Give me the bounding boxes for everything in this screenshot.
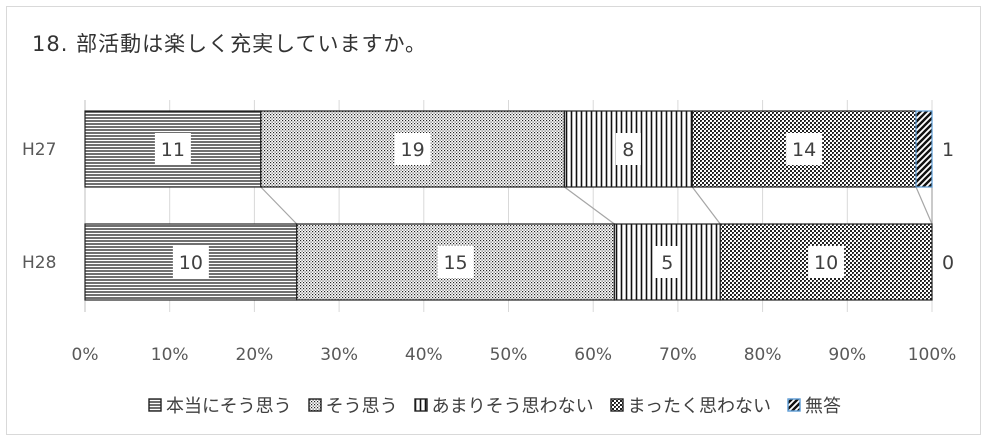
x-tick-label: 100%	[908, 345, 957, 365]
x-tick-label: 10%	[151, 345, 189, 365]
x-tick-label: 0%	[72, 345, 99, 365]
category-label: H28	[22, 253, 56, 273]
series-line	[564, 186, 615, 225]
category-label: H27	[22, 140, 56, 160]
data-label: 15	[443, 252, 467, 274]
data-label: 14	[792, 139, 816, 161]
series-line	[691, 186, 721, 225]
data-label-bg	[654, 246, 680, 278]
chart-legend: 本当にそう思う そう思う あまりそう思わない まったく思わない 無答	[0, 392, 989, 418]
data-label: 8	[622, 139, 634, 161]
legend-item: あまりそう思わない	[413, 392, 594, 418]
data-label-bg	[437, 246, 474, 278]
legend-label: まったく思わない	[627, 396, 771, 417]
x-tick-label: 90%	[828, 345, 866, 365]
legend-swatch	[787, 398, 801, 412]
data-label-bg	[172, 246, 209, 278]
data-label: 11	[161, 139, 185, 161]
legend-label: あまりそう思わない	[431, 396, 594, 417]
legend-item: そう思う	[307, 392, 398, 418]
data-label-bg	[154, 133, 191, 165]
data-label: 19	[401, 139, 425, 161]
legend-swatch	[609, 398, 624, 412]
series-line	[915, 186, 933, 225]
data-label: 10	[814, 252, 838, 274]
x-tick-label: 40%	[405, 345, 443, 365]
x-tick-label: 70%	[659, 345, 697, 365]
x-tick-label: 20%	[236, 345, 274, 365]
legend-item: 無答	[787, 392, 841, 418]
legend-item: まったく思わない	[609, 392, 771, 418]
legend-item: 本当にそう思う	[148, 392, 292, 418]
legend-label: 本当にそう思う	[166, 396, 292, 417]
legend-label: 無答	[804, 396, 841, 417]
chart-frame	[6, 6, 981, 435]
legend-swatch	[307, 398, 322, 412]
series-line	[260, 186, 298, 225]
data-label-bg	[615, 133, 641, 165]
chart-title: 18. 部活動は楽しく充実していますか。	[32, 32, 428, 56]
x-tick-label: 30%	[320, 345, 358, 365]
x-tick-label: 60%	[574, 345, 612, 365]
data-label-bg	[786, 133, 823, 165]
x-tick-label: 80%	[744, 345, 782, 365]
legend-swatch	[413, 398, 428, 412]
legend-label: そう思う	[325, 396, 398, 417]
x-tick-label: 50%	[490, 345, 528, 365]
data-label-bg	[394, 133, 431, 165]
data-label-bg	[808, 246, 845, 278]
legend-swatch	[148, 398, 162, 412]
data-label: 0	[942, 252, 954, 274]
data-label: 10	[179, 252, 203, 274]
bar-segment	[915, 110, 933, 188]
data-label: 1	[942, 139, 954, 161]
data-label: 5	[661, 252, 673, 274]
